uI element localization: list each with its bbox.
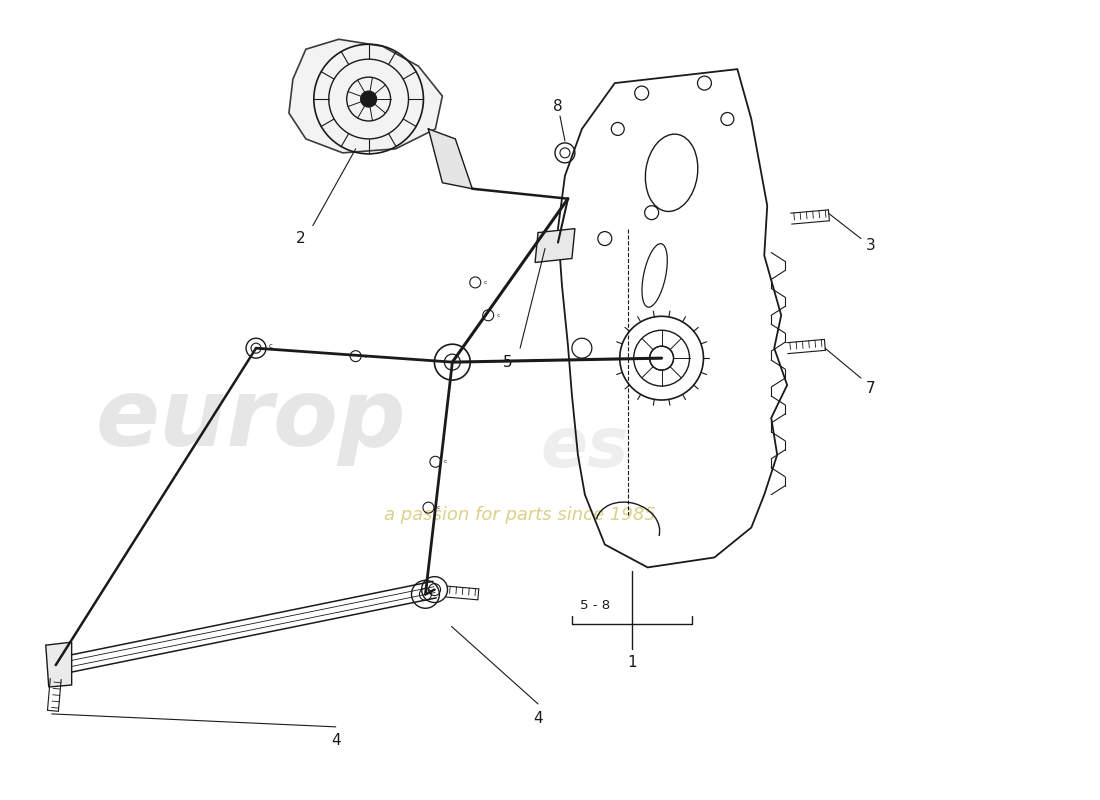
Text: 7: 7	[866, 381, 876, 395]
Text: c: c	[437, 505, 440, 510]
Text: 5: 5	[504, 354, 513, 370]
Text: europ: europ	[96, 374, 406, 466]
Text: 3: 3	[866, 238, 876, 253]
Text: 4: 4	[331, 734, 341, 748]
Circle shape	[361, 91, 376, 107]
Text: 4: 4	[534, 711, 543, 726]
Polygon shape	[535, 229, 575, 262]
Text: 2: 2	[296, 231, 306, 246]
Text: c: c	[496, 313, 499, 318]
Text: c: c	[483, 280, 486, 285]
Text: a passion for parts since 1985: a passion for parts since 1985	[384, 506, 656, 524]
Text: c: c	[364, 354, 367, 358]
Polygon shape	[428, 129, 472, 189]
Polygon shape	[289, 39, 442, 153]
Text: es: es	[540, 414, 629, 482]
Text: 8: 8	[553, 98, 563, 114]
Text: 5 - 8: 5 - 8	[580, 599, 611, 612]
Text: #c8b84a: #c8b84a	[547, 494, 553, 495]
Text: c: c	[443, 459, 447, 464]
Text: 1: 1	[627, 654, 637, 670]
Text: c: c	[270, 343, 273, 349]
Polygon shape	[46, 642, 72, 687]
